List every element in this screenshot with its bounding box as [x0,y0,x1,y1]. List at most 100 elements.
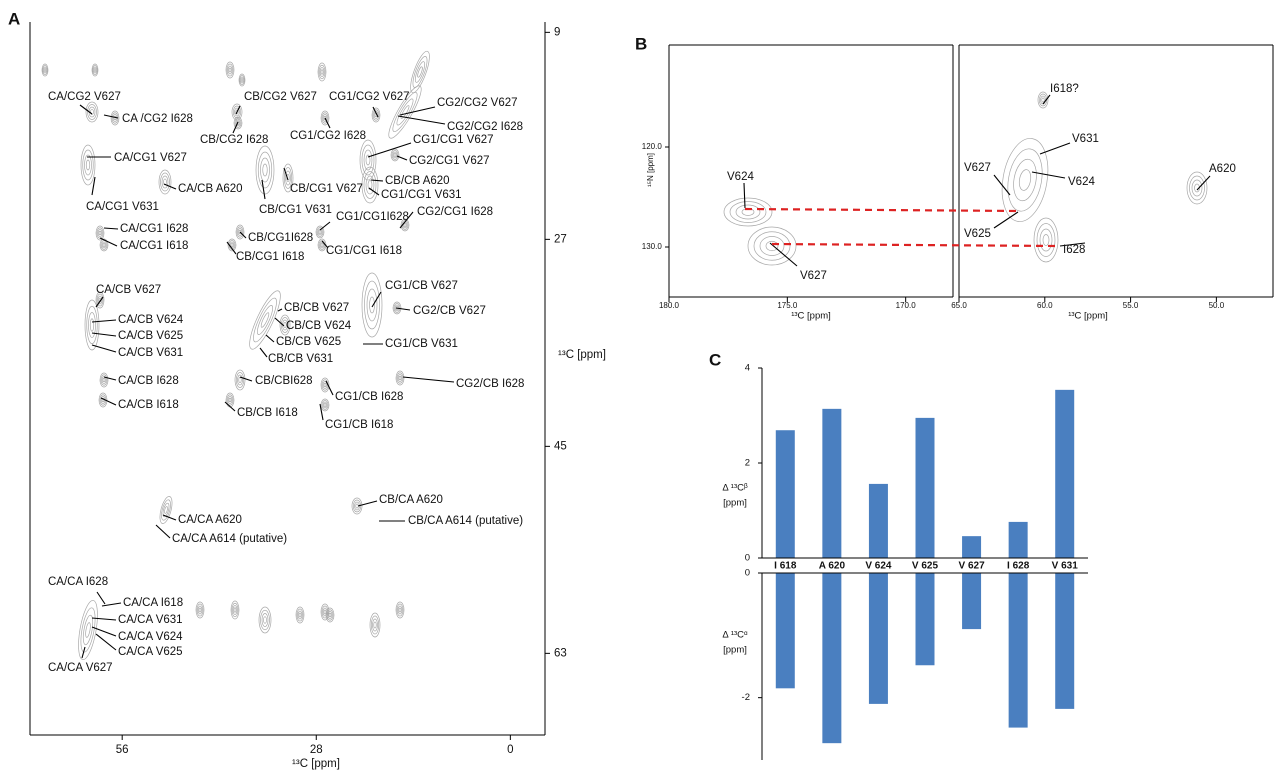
panel-label: B [635,34,647,53]
contour [1039,228,1053,252]
contour [101,241,107,249]
peak-label: CG1/CB V627 [385,280,458,292]
contour [258,606,272,634]
contour [84,154,92,176]
contour [226,394,234,406]
contour [323,403,327,407]
leader-line [993,174,1011,196]
contour [257,151,273,189]
contour [260,312,270,328]
peak-label: CG1/CG1I628 [336,211,409,223]
contour [262,163,268,177]
contour [228,397,232,403]
peak-label: CB/CB I618 [237,407,298,419]
contour [87,104,97,120]
contour [97,295,103,305]
bar [822,573,842,744]
x-tick-label: V 631 [1052,561,1079,572]
peak-label: CG1/CG2 I628 [290,130,366,142]
peak-label: CB/CB V625 [276,336,341,348]
contour [240,76,244,84]
contour [297,610,303,620]
contour [198,607,202,613]
contour [391,150,399,160]
x-tick-label: 56 [116,744,129,756]
leader-line [103,114,119,119]
y-axis-label: [ppm] [723,498,747,509]
leader-line [274,317,285,327]
contour [280,317,290,333]
contour [323,382,327,388]
contour [395,370,405,386]
contour [80,144,96,186]
leader-line [95,296,104,308]
contour [110,110,120,126]
leader-line [96,591,106,605]
peak-label: V631 [1072,133,1099,145]
leader-line [239,376,253,382]
contour [372,618,378,632]
peak-label: CA/CG2 V627 [48,91,121,103]
contour [397,374,403,382]
y-tick-label: 2 [745,458,750,469]
leader-line [265,334,275,343]
contour [298,612,302,618]
dashed-connector [771,242,1059,248]
peak-label: V627 [800,270,827,282]
leader-line [371,291,382,308]
y-tick-label: 45 [554,440,567,452]
contour [396,98,414,126]
x-tick-label: 60.0 [1037,301,1053,310]
contour [316,227,324,237]
peak-label: CA/CB V631 [118,347,183,359]
contour [227,65,233,75]
contour [320,243,324,247]
contour [256,305,274,335]
x-tick-label: I 628 [1007,561,1030,572]
contour [240,78,244,82]
leader-line [259,347,268,358]
contour [225,61,235,79]
contour [89,318,95,332]
leader-line [224,401,236,412]
contour [88,312,96,338]
x-axis-label: ¹³C [ppm] [791,311,831,322]
contour [318,230,322,234]
bar [915,417,935,558]
peak-label: CA/CB A620 [178,183,243,195]
peak-label: CA/CG1 I628 [120,223,188,235]
contour [393,153,397,157]
y-tick-label: 4 [745,363,750,374]
contour [97,229,103,237]
contour [230,600,240,620]
peak-label: CG2/CG2 V627 [437,97,518,109]
contour [237,228,243,236]
bar [775,573,795,689]
contour [101,376,107,384]
contour [158,169,172,195]
contour [392,151,398,159]
x-tick-label: V 627 [959,561,986,572]
contour [283,167,293,189]
contour [367,180,373,190]
contour [369,612,381,638]
leader-line [91,332,117,337]
contour [1013,158,1037,202]
peak-label: CG1/CG1 V627 [413,134,494,146]
contour [85,159,91,171]
leader-line [91,344,117,353]
contour [102,243,106,247]
contour [365,154,371,166]
y-axis-label: Δ ¹³Cᵅ [722,630,748,641]
contour [352,499,362,513]
contour [322,114,328,122]
contour [238,377,242,383]
contour [43,68,47,72]
contour [1033,217,1059,263]
contour [400,218,410,232]
contour [735,204,761,220]
leader-line [319,221,331,231]
peak-label: V624 [727,171,754,183]
contour [317,62,327,82]
